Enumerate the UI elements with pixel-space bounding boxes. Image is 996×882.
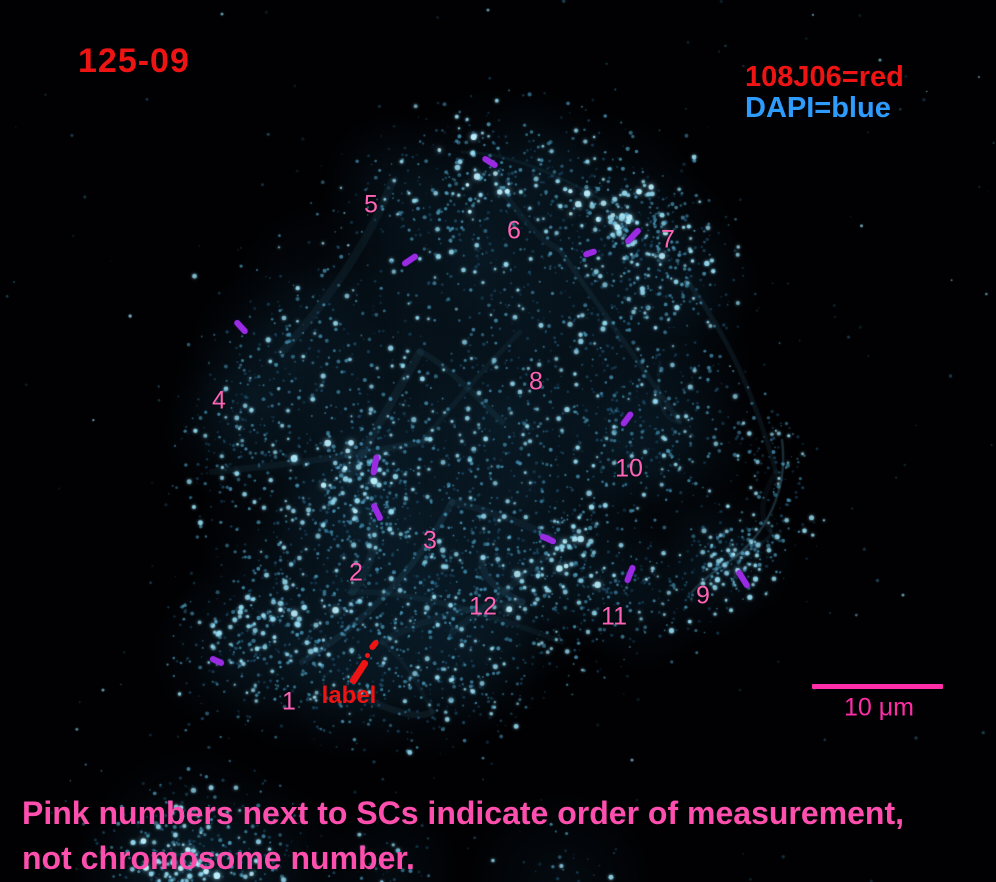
sc-number-label: 6 <box>507 216 521 245</box>
measurement-tick <box>208 655 226 667</box>
measurement-tick <box>400 252 420 268</box>
measurement-tick <box>370 454 380 476</box>
figure-caption: Pink numbers next to SCs indicate order … <box>22 791 904 881</box>
sc-number-label: 7 <box>661 225 675 254</box>
caption-line-1: Pink numbers next to SCs indicate order … <box>22 795 904 831</box>
scale-bar-label: 10 μm <box>844 693 914 722</box>
measurement-tick <box>582 247 598 259</box>
sc-number-label: 3 <box>423 526 437 555</box>
sc-number-label: 10 <box>615 454 643 483</box>
pointer-dot-icon <box>368 638 380 652</box>
sc-number-label: 1 <box>282 687 296 716</box>
measurement-tick <box>619 410 635 428</box>
sc-number-label: 9 <box>696 581 710 610</box>
sc-number-label: 12 <box>469 592 497 621</box>
sc-number-label: 4 <box>212 386 226 415</box>
measurement-tick <box>481 154 499 170</box>
measurement-tick <box>735 568 751 590</box>
measurement-tick <box>623 226 643 246</box>
measurement-tick <box>233 318 249 336</box>
sc-number-label: 2 <box>349 558 363 587</box>
measurement-tick <box>539 532 557 546</box>
measurement-tick <box>370 502 384 522</box>
image-id-label: 125-09 <box>78 42 190 80</box>
sc-number-label: 8 <box>529 367 543 396</box>
caption-line-2: not chromosome number. <box>22 840 415 876</box>
pointer-label: label <box>321 682 377 709</box>
pointer-dot-icon <box>365 653 370 658</box>
scale-bar <box>812 684 943 689</box>
dapi-legend-label: DAPI=blue <box>745 92 891 124</box>
measurement-tick <box>623 564 637 584</box>
probe-legend-label: 108J06=red <box>745 61 904 93</box>
sc-number-label: 11 <box>601 602 627 631</box>
legend: 108J06=red DAPI=blue <box>745 62 904 124</box>
sc-number-label: 5 <box>364 190 378 219</box>
